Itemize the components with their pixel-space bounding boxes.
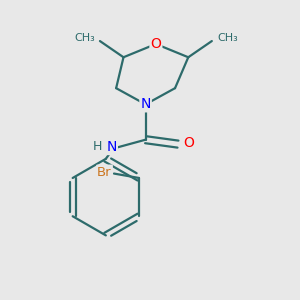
Text: O: O <box>151 37 161 51</box>
Text: CH₃: CH₃ <box>217 33 238 43</box>
Text: N: N <box>106 140 117 154</box>
Text: Br: Br <box>97 166 112 178</box>
Text: N: N <box>140 98 151 111</box>
Text: O: O <box>184 136 195 150</box>
Text: H: H <box>93 140 103 153</box>
Text: CH₃: CH₃ <box>74 33 94 43</box>
